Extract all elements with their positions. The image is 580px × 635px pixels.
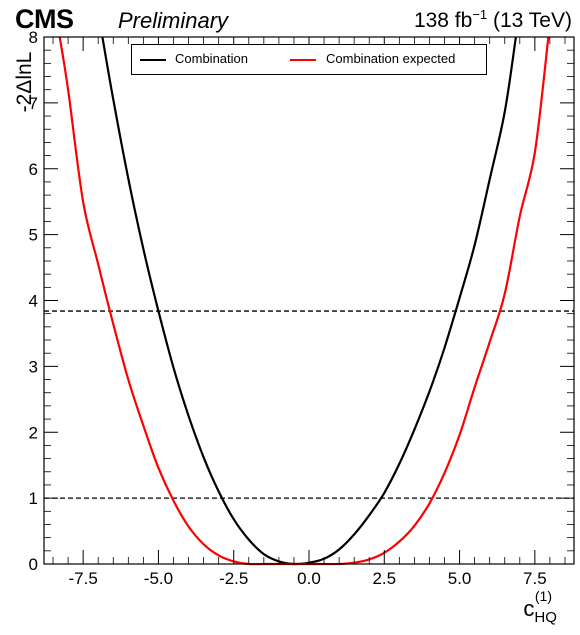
y-tick-label-6: 6 bbox=[29, 160, 38, 179]
series-line-1 bbox=[58, 36, 550, 566]
y-tick-label-1: 1 bbox=[29, 489, 38, 508]
x-axis-label-main: c bbox=[523, 596, 535, 621]
y-tick-label-4: 4 bbox=[29, 292, 38, 311]
x-tick-label-6: 7.5 bbox=[523, 569, 547, 588]
x-tick-label-1: -5.0 bbox=[144, 569, 173, 588]
legend-line-expected bbox=[290, 59, 316, 61]
x-tick-label-0: -7.5 bbox=[68, 569, 97, 588]
lumi-exponent: −1 bbox=[472, 7, 488, 22]
plot-frame bbox=[43, 36, 575, 565]
y-tick-label-7: 7 bbox=[29, 94, 38, 113]
y-tick-label-8: 8 bbox=[29, 28, 38, 47]
y-tick-label-0: 0 bbox=[29, 555, 38, 574]
axes-layer: 0 1 2 3 4 5 6 7 8 -7.5 -5.0 -2.5 0.0 2.5 5.0 7.5 bbox=[29, 28, 575, 588]
legend-label-expected: Combination expected bbox=[326, 51, 456, 66]
y-tick-label-2: 2 bbox=[29, 423, 38, 442]
cms-label: CMS bbox=[15, 4, 74, 34]
x-axis-label-superscript: (1) bbox=[534, 588, 552, 604]
legend-line-combination bbox=[140, 59, 166, 61]
series-line-0 bbox=[101, 36, 517, 566]
legend: Combination Combination expected bbox=[131, 44, 487, 75]
x-tick-label-2: -2.5 bbox=[219, 569, 248, 588]
x-axis-label-subscript: HQ bbox=[534, 609, 557, 626]
lumi-value: 138 fb bbox=[413, 9, 473, 32]
x-tick-label-3: 0.0 bbox=[297, 569, 321, 588]
y-axis-label: -2ΔlnL bbox=[13, 51, 36, 113]
x-tick-label-4: 2.5 bbox=[372, 569, 396, 588]
luminosity-label: 138 fb−1 (13 TeV) bbox=[414, 7, 572, 33]
x-tick-label-5: 5.0 bbox=[448, 569, 472, 588]
legend-label-combination: Combination bbox=[175, 51, 248, 66]
series-layer bbox=[44, 36, 574, 566]
y-tick-label-5: 5 bbox=[29, 226, 38, 245]
x-axis-label: cHQ (1) bbox=[523, 588, 574, 626]
energy-label: (13 TeV) bbox=[493, 9, 572, 32]
preliminary-label: Preliminary bbox=[118, 8, 229, 33]
y-tick-label-3: 3 bbox=[29, 357, 38, 376]
